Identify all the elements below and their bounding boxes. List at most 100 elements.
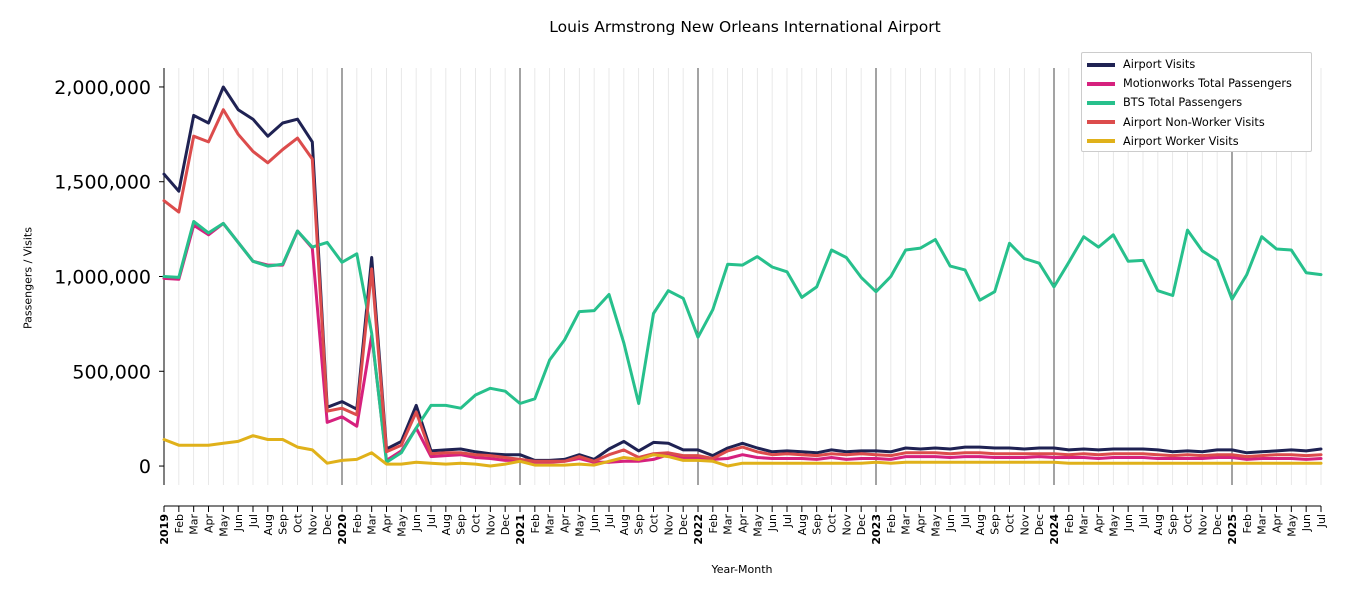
x-tick-label: 2022 xyxy=(692,514,705,545)
x-tick-label: Nov xyxy=(1196,514,1209,536)
x-tick-label: Nov xyxy=(840,514,853,536)
y-tick-label: 2,000,000 xyxy=(54,77,151,99)
legend-entry: Airport Worker Visits xyxy=(1087,132,1311,151)
y-tick-label: 0 xyxy=(139,456,151,478)
x-tick-label: Apr xyxy=(737,514,750,534)
x-tick-label: Apr xyxy=(1093,514,1106,534)
x-tick-label: Feb xyxy=(707,514,720,533)
legend: Airport Visits Motionworks Total Passenge… xyxy=(1081,52,1312,152)
legend-entry: Airport Visits xyxy=(1087,55,1311,74)
x-tick-label: May xyxy=(1107,514,1120,537)
x-tick-label: Jun xyxy=(410,514,423,532)
x-tick-label: Mar xyxy=(544,514,557,535)
x-tick-label: Feb xyxy=(885,514,898,533)
x-tick-label: Dec xyxy=(1211,514,1224,535)
x-tick-label: Sep xyxy=(989,514,1002,535)
y-tick-label: 1,000,000 xyxy=(54,267,151,289)
x-tick-label: Jun xyxy=(588,514,601,532)
legend-swatch xyxy=(1087,120,1115,125)
series-line xyxy=(162,221,1323,464)
x-tick-label: Feb xyxy=(1241,514,1254,533)
x-tick-label: Jul xyxy=(781,514,794,528)
legend-label: Motionworks Total Passengers xyxy=(1123,77,1292,91)
legend-swatch xyxy=(1087,139,1115,144)
x-tick-label: May xyxy=(1285,514,1298,537)
x-tick-label: Mar xyxy=(366,514,379,535)
x-tick-label: Jul xyxy=(603,514,616,528)
x-tick-label: Nov xyxy=(306,514,319,536)
x-tick-label: Mar xyxy=(1078,514,1091,535)
legend-swatch xyxy=(1087,62,1115,67)
x-tick-label: Dec xyxy=(321,514,334,535)
x-tick-label: Sep xyxy=(1167,514,1180,535)
x-tick-label: 2025 xyxy=(1226,514,1239,545)
x-tick-label: Feb xyxy=(529,514,542,533)
x-tick-label: Jun xyxy=(766,514,779,532)
x-tick-label: Jun xyxy=(232,514,245,532)
legend-label: Airport Non-Worker Visits xyxy=(1123,115,1265,129)
x-tick-label: Oct xyxy=(1004,513,1017,533)
x-tick-label: Jul xyxy=(959,514,972,528)
x-tick-label: Jun xyxy=(944,514,957,532)
x-tick-label: Apr xyxy=(381,514,394,534)
x-tick-label: Oct xyxy=(470,513,483,533)
x-tick-label: Oct xyxy=(648,513,661,533)
x-tick-label: 2023 xyxy=(870,514,883,545)
x-tick-label: Dec xyxy=(677,514,690,535)
x-tick-label: Aug xyxy=(440,514,453,535)
legend-entry: Motionworks Total Passengers xyxy=(1087,74,1311,93)
x-tick-label: 2024 xyxy=(1048,514,1061,545)
x-axis-title: Year-Month xyxy=(711,563,773,576)
x-tick-label: Feb xyxy=(351,514,364,533)
x-tick-label: Aug xyxy=(796,514,809,535)
legend-entry: Airport Non-Worker Visits xyxy=(1087,113,1311,132)
x-tick-label: Aug xyxy=(974,514,987,535)
series-line xyxy=(162,220,1323,464)
legend-swatch xyxy=(1087,81,1115,86)
x-tick-label: 2020 xyxy=(336,514,349,545)
x-tick-label: Sep xyxy=(811,514,824,535)
x-tick-label: Jul xyxy=(425,514,438,528)
x-tick-label: Aug xyxy=(262,514,275,535)
legend-label: Airport Visits xyxy=(1123,58,1196,72)
x-tick-label: Aug xyxy=(618,514,631,535)
x-tick-label: May xyxy=(573,514,586,537)
legend-label: Airport Worker Visits xyxy=(1123,134,1239,148)
x-tick-label: Sep xyxy=(633,514,646,535)
x-tick-label: Apr xyxy=(1271,514,1284,534)
x-tick-label: Dec xyxy=(499,514,512,535)
x-tick-label: Oct xyxy=(1182,513,1195,533)
x-tick-label: Dec xyxy=(1033,514,1046,535)
x-tick-label: May xyxy=(395,514,408,537)
x-tick-label: Apr xyxy=(915,514,928,534)
x-tick-label: Feb xyxy=(173,514,186,533)
chart-title: Louis Armstrong New Orleans Internationa… xyxy=(549,18,941,36)
x-tick-label: May xyxy=(929,514,942,537)
series-line xyxy=(162,434,1323,468)
x-tick-label: Mar xyxy=(900,514,913,535)
x-tick-label: Aug xyxy=(1152,514,1165,535)
x-tick-label: 2021 xyxy=(514,514,527,545)
x-tick-label: Feb xyxy=(1063,514,1076,533)
x-tick-label: Sep xyxy=(455,514,468,535)
x-tick-label: Jul xyxy=(247,514,260,528)
legend-label: BTS Total Passengers xyxy=(1123,96,1243,110)
x-tick-label: Apr xyxy=(203,514,216,534)
x-tick-label: May xyxy=(217,514,230,537)
x-tick-label: Mar xyxy=(1256,514,1269,535)
x-tick-label: Mar xyxy=(722,514,735,535)
x-tick-label: Jun xyxy=(1122,514,1135,532)
y-tick-label: 1,500,000 xyxy=(54,172,151,194)
legend-entry: BTS Total Passengers xyxy=(1087,93,1311,112)
x-tick-label: Nov xyxy=(484,514,497,536)
x-tick-label: Oct xyxy=(826,513,839,533)
x-tick-label: Oct xyxy=(292,513,305,533)
series-line xyxy=(162,108,1323,463)
legend-swatch xyxy=(1087,100,1115,105)
x-tick-label: Dec xyxy=(855,514,868,535)
x-tick-label: Nov xyxy=(662,514,675,536)
x-tick-label: Jun xyxy=(1300,514,1313,532)
x-tick-label: Nov xyxy=(1018,514,1031,536)
